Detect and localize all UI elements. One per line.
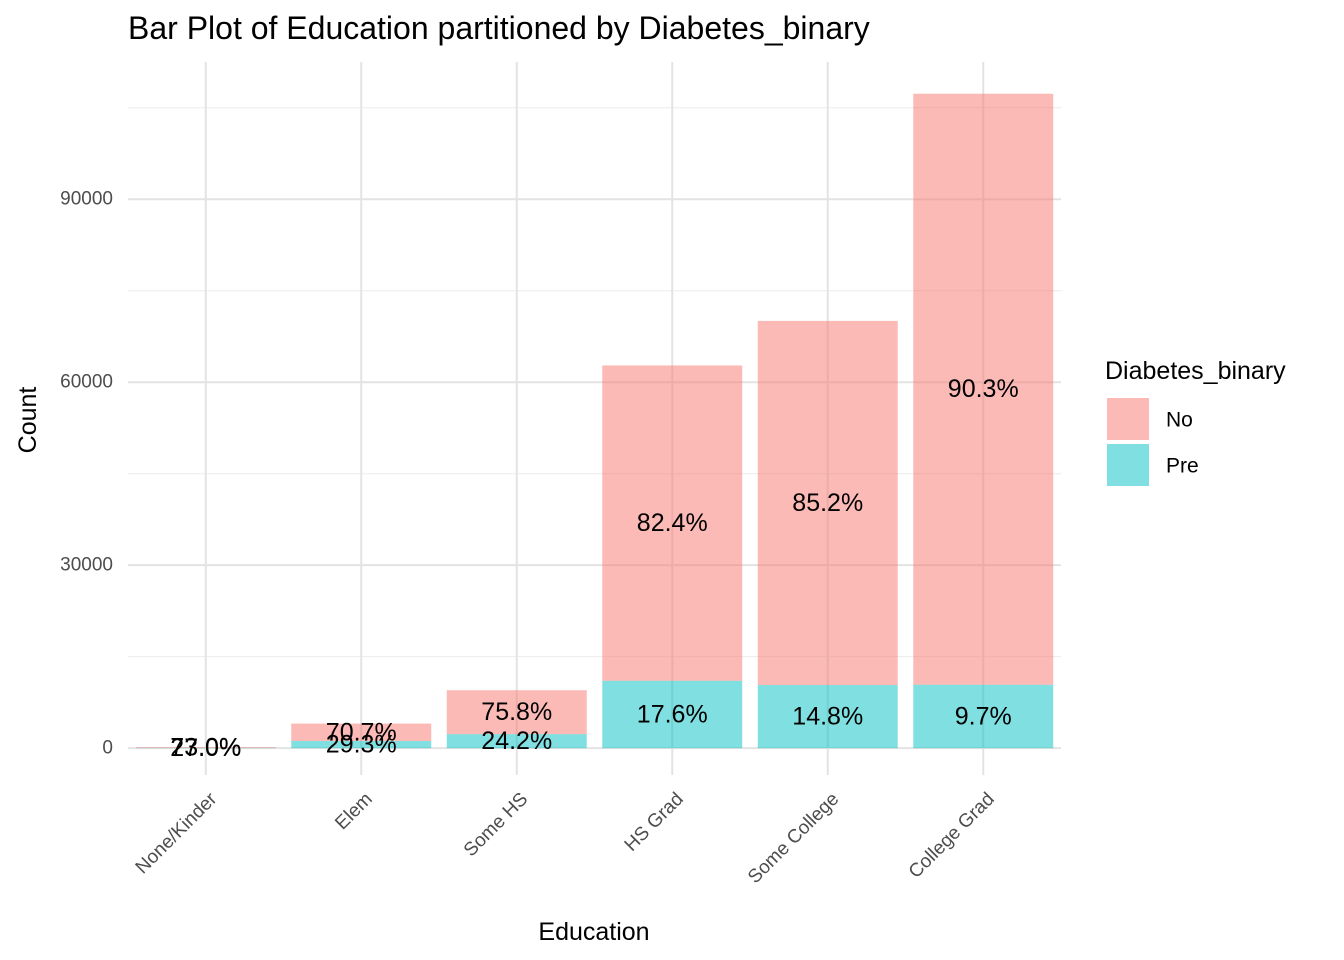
bar-label-pre: 24.2% [481,727,552,755]
bar-no [757,320,898,686]
x-axis-ticks: None/Kinder Elem Some HS HS Grad Some Colleg… [132,788,999,888]
x-tick-label: College Grad [905,789,999,883]
x-tick-label: Some College [744,789,843,888]
y-tick-label: 30000 [60,555,113,576]
bar-label-pre: 27.0% [170,734,241,762]
legend-label: Pre [1166,455,1199,478]
bar-labels: 73.0%27.0% 70.7%29.3% 75.8%24.2% 82.4% 17.6%… [170,375,1018,762]
bar-pre [291,740,432,749]
bar-pre [757,685,898,749]
bar-label-no: 90.3% [948,375,1019,403]
bars [135,93,1054,749]
legend-label: No [1166,409,1193,432]
x-tick-label: None/Kinder [132,788,222,878]
bar-pre [602,680,743,749]
bar-label-no: 70.7% [326,718,397,746]
legend-title: Diabetes_binary [1105,357,1286,385]
legend: Diabetes_binary No Pre [1105,357,1286,486]
bar-pre [913,684,1054,749]
bar-label-no: 75.8% [481,698,552,726]
bar-pre [446,734,587,749]
bar-label-pre: 17.6% [637,700,708,728]
x-tick-label: Elem [331,789,376,834]
x-tick-label: HS Grad [621,789,688,856]
bar-no [602,365,743,681]
y-axis-title: Count [14,387,42,454]
y-tick-label: 90000 [60,189,113,210]
x-tick-label: Some HS [460,789,532,861]
x-axis-title: Education [538,918,649,946]
y-axis-ticks: 0 30000 60000 90000 [60,189,113,759]
bar-no [446,690,587,735]
bar-no [135,747,276,748]
bar-label-no: 85.2% [792,489,863,517]
bar-label-pre: 14.8% [792,703,863,731]
bar-label-pre: 9.7% [955,702,1012,730]
bar-label-no: 73.0% [170,733,241,761]
y-tick-label: 60000 [60,372,113,393]
bar-label-no: 82.4% [637,509,708,537]
bar-label-pre: 29.3% [326,731,397,759]
bar-no [291,723,432,741]
chart-title: Bar Plot of Education partitioned by Dia… [128,10,870,46]
bar-no [913,93,1054,685]
legend-key-pre [1107,444,1149,486]
y-tick-label: 0 [102,738,113,759]
legend-key-no [1107,398,1149,440]
